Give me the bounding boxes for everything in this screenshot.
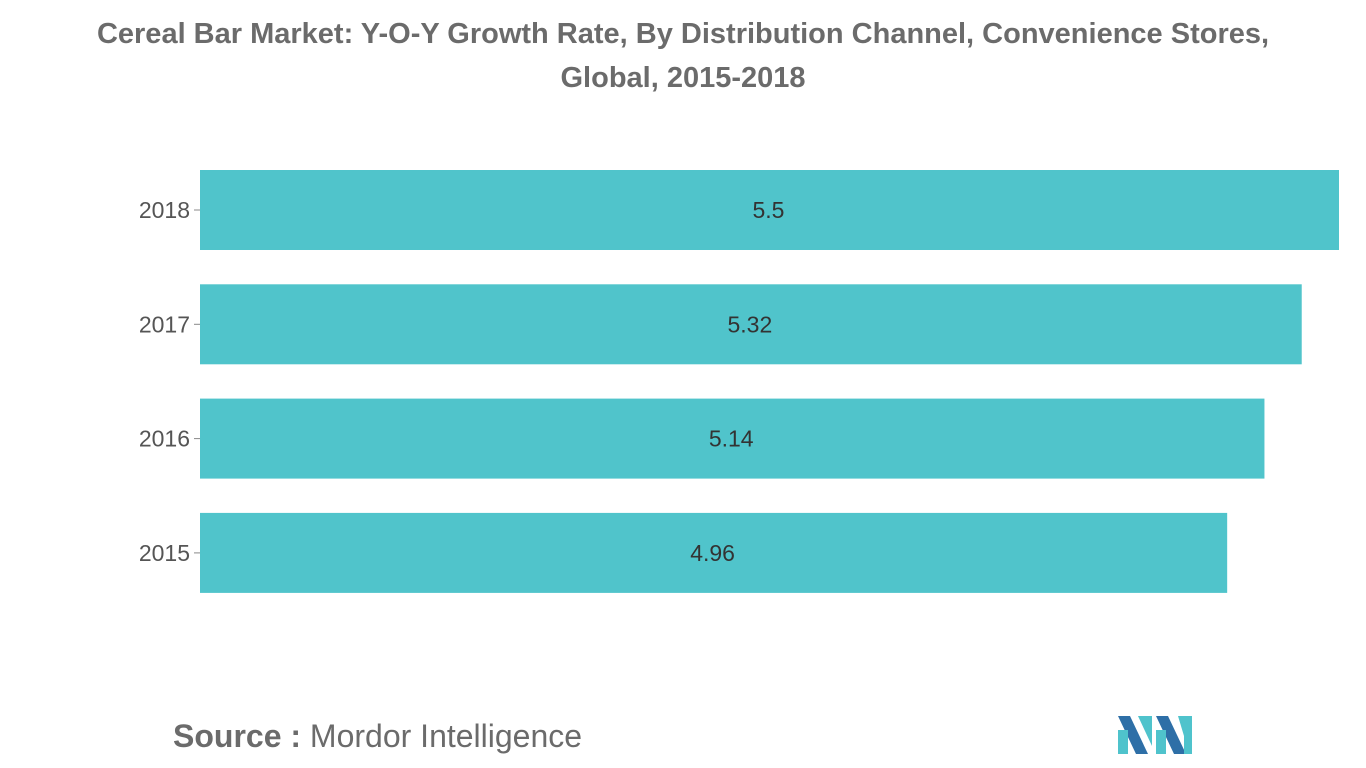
bar-2018: [200, 170, 1339, 250]
data-label-2015: 4.96: [690, 540, 735, 566]
source-note: Source : Mordor Intelligence: [173, 718, 582, 755]
y-tick-label-2018: 2018: [139, 197, 190, 223]
chart-title-line-2: Global, 2015-2018: [560, 62, 806, 94]
data-label-2018: 5.5: [753, 197, 785, 223]
data-label-2017: 5.32: [727, 311, 772, 337]
bar-2016: [200, 398, 1265, 479]
bar-2015: [200, 512, 1228, 593]
bar-chart: 5.5 2018 5.32 2017 5.14 2016 4.96 2015: [139, 170, 1339, 593]
source-label: Source :: [173, 718, 302, 754]
source-value: Mordor Intelligence: [309, 718, 583, 754]
y-tick-label-2016: 2016: [139, 426, 190, 452]
chart-title: Cereal Bar Market: Y-O-Y Growth Rate, By…: [0, 12, 1366, 100]
y-tick-label-2015: 2015: [139, 540, 190, 566]
chart-title-line-1: Cereal Bar Market: Y-O-Y Growth Rate, By…: [96, 18, 1270, 50]
mordor-intelligence-logo-icon: [1118, 716, 1192, 754]
data-label-2016: 5.14: [709, 426, 754, 452]
y-tick-label-2017: 2017: [139, 311, 190, 337]
bar-2017: [200, 284, 1302, 365]
